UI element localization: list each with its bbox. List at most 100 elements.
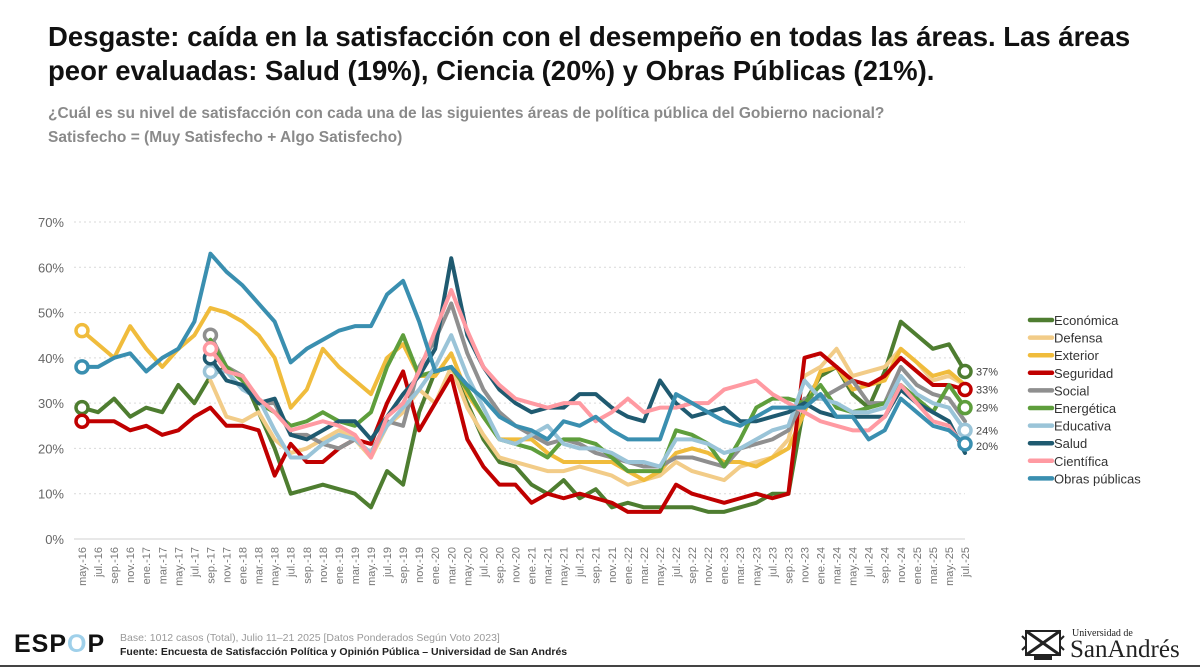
- x-tick-label: mar.-17: [157, 547, 169, 584]
- x-tick-label: ene.-24: [816, 547, 828, 584]
- subtitle-question: ¿Cuál es su nivel de satisfacción con ca…: [48, 105, 885, 122]
- x-tick-label: sep.-17: [205, 547, 217, 584]
- legend-label: Educativa: [1054, 419, 1112, 434]
- x-tick-label: nov.-19: [414, 547, 426, 583]
- x-tick-label: nov.-16: [125, 547, 137, 583]
- x-tick-label: ene.-23: [719, 547, 731, 584]
- x-tick-label: may.-19: [366, 547, 378, 586]
- x-tick-label: ene.-19: [334, 547, 346, 584]
- x-tick-label: may.-25: [944, 547, 956, 586]
- end-value-label: 37%: [976, 366, 998, 378]
- x-tick-label: ene.-25: [912, 547, 924, 584]
- series-start-marker: [74, 399, 90, 416]
- x-tick-label: mar.-24: [832, 547, 844, 584]
- series-end-marker: [957, 381, 973, 398]
- y-tick-label: 70%: [38, 215, 64, 230]
- x-tick-label: jul.-16: [93, 547, 105, 578]
- x-tick-label: jul.-21: [575, 547, 587, 578]
- series-start-marker: [74, 359, 90, 375]
- x-tick-label: ene.-22: [623, 547, 635, 584]
- line-chart: 0% 10% 20% 30% 40% 50% 60% 70% may.-16 jul.-16 sep…: [38, 215, 1141, 586]
- logo-small-text: Universidad de: [1072, 628, 1133, 639]
- x-tick-label: mar.-23: [735, 547, 747, 584]
- x-tick-label: mar.-22: [639, 547, 651, 584]
- series-end-marker: [957, 399, 973, 416]
- legend-label: Defensa: [1054, 331, 1103, 346]
- series-end-marker: [957, 436, 973, 452]
- y-tick-label: 60%: [38, 260, 64, 275]
- legend-label: Científica: [1054, 454, 1109, 469]
- x-tick-label: nov.-24: [896, 547, 908, 583]
- x-tick-label: mar.-25: [928, 547, 940, 584]
- x-tick-label: nov.-20: [510, 547, 522, 583]
- end-value-label: 20%: [976, 441, 998, 453]
- x-tick-label: may.-18: [270, 547, 282, 586]
- source-note: Fuente: Encuesta de Satisfacción Polític…: [120, 646, 568, 658]
- y-tick-label: 30%: [38, 396, 64, 411]
- x-tick-label: may.-24: [848, 547, 860, 586]
- x-tick-label: may.-17: [173, 547, 185, 586]
- legend-label: Salud: [1054, 436, 1087, 451]
- legend-label: Energética: [1054, 401, 1117, 416]
- subtitle-definition: Satisfecho = (Muy Satisfecho + Algo Sati…: [48, 129, 403, 146]
- series-start-marker: [202, 341, 219, 357]
- series-end-marker: [957, 363, 973, 380]
- series-line-educativa: [208, 333, 967, 469]
- series-line-energética: [208, 333, 967, 474]
- espop-logo: ESPOP: [14, 630, 106, 658]
- x-tick-label: sep.-20: [494, 547, 506, 584]
- x-tick-label: ene.-20: [430, 547, 442, 584]
- x-tick-label: jul.-23: [767, 547, 779, 578]
- x-tick-label: nov.-21: [607, 547, 619, 583]
- y-tick-label: 40%: [38, 351, 64, 366]
- x-tick-label: mar.-19: [350, 547, 362, 584]
- series-start-marker: [74, 322, 90, 339]
- y-tick-label: 10%: [38, 487, 64, 502]
- x-tick-label: may.-16: [77, 547, 89, 586]
- x-tick-label: nov.-23: [799, 547, 811, 583]
- x-tick-label: may.-21: [559, 547, 571, 586]
- x-tick-label: may.-20: [462, 547, 474, 586]
- x-tick-label: mar.-20: [446, 547, 458, 584]
- chart-subtitle: ¿Cuál es su nivel de satisfacción con ca…: [48, 102, 884, 150]
- legend-label: Social: [1054, 383, 1090, 398]
- end-value-label: 33%: [976, 385, 998, 397]
- x-tick-label: nov.-17: [221, 547, 233, 583]
- x-tick-label: mar.-21: [543, 547, 555, 584]
- legend-label: Exterior: [1054, 348, 1099, 363]
- series-start-marker: [202, 363, 219, 380]
- san-andres-logo: Universidad de SanAndrés: [1020, 628, 1195, 664]
- legend-label: Seguridad: [1054, 366, 1113, 381]
- x-tick-label: jul.-18: [286, 547, 298, 578]
- x-tick-label: may.-23: [751, 547, 763, 586]
- x-tick-label: jul.-24: [864, 547, 876, 578]
- chart-title: Desgaste: caída en la satisfacción con e…: [48, 21, 1131, 86]
- end-value-label: 29%: [976, 403, 998, 415]
- x-tick-label: sep.-16: [109, 547, 121, 584]
- legend-label: Obras públicas: [1054, 471, 1141, 486]
- y-tick-label: 20%: [38, 441, 64, 456]
- x-tick-label: jul.-25: [960, 547, 972, 578]
- base-note: Base: 1012 casos (Total), Julio 11–21 20…: [120, 632, 500, 644]
- x-tick-label: sep.-22: [687, 547, 699, 584]
- x-tick-label: ene.-21: [527, 547, 539, 584]
- y-tick-label: 0%: [45, 532, 64, 547]
- x-tick-label: mar.-18: [254, 547, 266, 584]
- series-line-obras-públicas: [80, 251, 967, 446]
- x-tick-label: ene.-18: [238, 547, 250, 584]
- legend-label: Económica: [1054, 313, 1119, 328]
- x-tick-label: jul.-20: [478, 547, 490, 578]
- x-tick-label: sep.-19: [398, 547, 410, 584]
- x-tick-label: sep.-23: [783, 547, 795, 584]
- san-andres-crest-icon: [1021, 629, 1065, 660]
- footer: ESPOP Base: 1012 casos (Total), Julio 11…: [0, 628, 1200, 667]
- series-line-defensa: [208, 346, 967, 487]
- end-value-label: 24%: [976, 425, 998, 437]
- series-line-seguridad: [80, 351, 967, 514]
- y-tick-label: 50%: [38, 306, 64, 321]
- x-tick-label: nov.-22: [703, 547, 715, 583]
- x-tick-label: sep.-24: [880, 547, 892, 584]
- x-tick-label: may.-22: [655, 547, 667, 586]
- footer-divider: [0, 665, 1200, 667]
- x-tick-label: ene.-17: [141, 547, 153, 584]
